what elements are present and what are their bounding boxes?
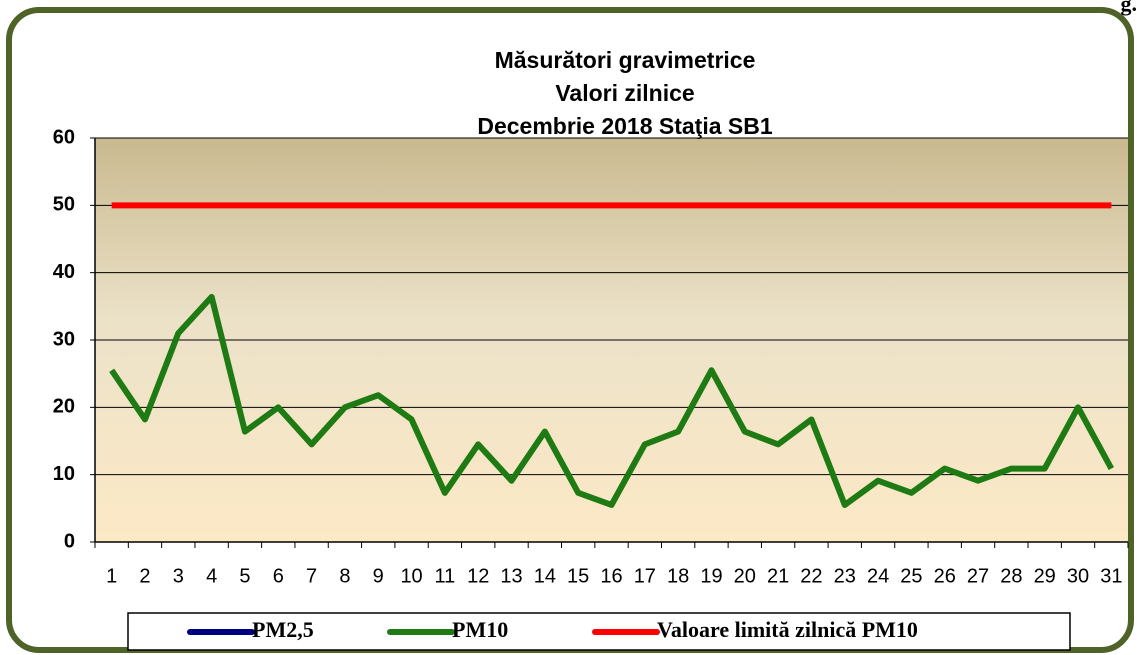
x-tick-label: 11 xyxy=(435,565,456,587)
x-tick-label: 16 xyxy=(600,565,622,587)
legend-label: Valoare limită zilnică PM10 xyxy=(657,617,918,642)
x-tick-label: 1 xyxy=(106,565,117,587)
x-tick-label: 4 xyxy=(206,565,217,587)
y-tick-label: 20 xyxy=(53,396,75,418)
legend-label: PM2,5 xyxy=(252,617,314,642)
x-tick-label: 9 xyxy=(373,565,384,587)
x-tick-label: 20 xyxy=(734,565,756,587)
x-tick-label: 28 xyxy=(1000,565,1022,587)
x-tick-label: 2 xyxy=(139,565,150,587)
x-tick-label: 5 xyxy=(239,565,250,587)
x-tick-label: 24 xyxy=(867,565,889,587)
chart-subtitle: Valori zilnice xyxy=(555,80,694,106)
y-tick-label: 10 xyxy=(53,463,75,485)
x-tick-label: 17 xyxy=(634,565,656,587)
legend-label: PM10 xyxy=(452,617,508,642)
x-tick-label: 3 xyxy=(173,565,184,587)
x-tick-label: 31 xyxy=(1100,565,1122,587)
y-tick-label: 30 xyxy=(53,328,75,350)
x-tick-label: 22 xyxy=(800,565,822,587)
x-tick-label: 25 xyxy=(900,565,922,587)
y-tick-label: 60 xyxy=(53,126,75,148)
x-tick-label: 29 xyxy=(1034,565,1056,587)
chart-subtitle: Decembrie 2018 Staţia SB1 xyxy=(477,113,773,139)
y-tick-label: 50 xyxy=(53,194,75,216)
x-tick-label: 10 xyxy=(400,565,422,587)
x-tick-label: 14 xyxy=(534,565,556,587)
x-tick-label: 19 xyxy=(700,565,722,587)
x-tick-label: 12 xyxy=(467,565,489,587)
x-tick-label: 23 xyxy=(834,565,856,587)
x-tick-label: 7 xyxy=(306,565,317,587)
x-tick-label: 13 xyxy=(500,565,522,587)
x-tick-label: 27 xyxy=(967,565,989,587)
x-tick-label: 8 xyxy=(339,565,350,587)
y-tick-label: 40 xyxy=(53,261,75,283)
y-tick-label: 0 xyxy=(64,530,75,552)
x-tick-label: 26 xyxy=(934,565,956,587)
chart-title: Măsurători gravimetrice xyxy=(495,47,756,73)
x-tick-label: 18 xyxy=(667,565,689,587)
series-line xyxy=(109,293,1114,508)
x-tick-label: 15 xyxy=(567,565,589,587)
x-tick-label: 21 xyxy=(767,565,789,587)
x-tick-label: 30 xyxy=(1067,565,1089,587)
corner-text: g. xyxy=(1121,0,1137,16)
x-tick-label: 6 xyxy=(273,565,284,587)
